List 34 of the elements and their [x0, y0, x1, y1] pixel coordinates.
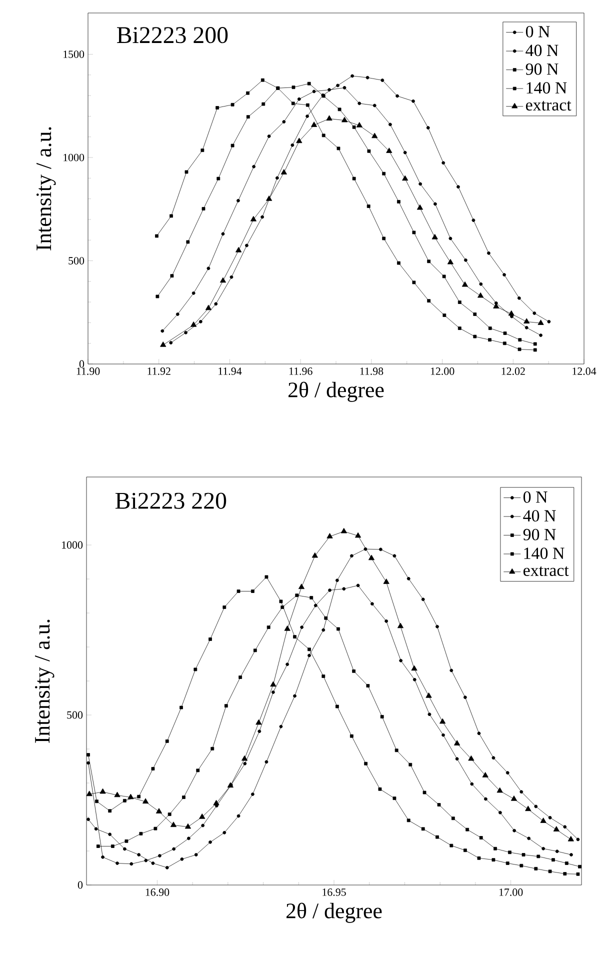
y-tick-label: 500: [67, 711, 83, 719]
legend-label: 90 N: [526, 63, 558, 75]
y-tick-label: 0: [78, 881, 83, 889]
x-tick-label: 11.96: [289, 368, 312, 375]
y-tick-label: 0: [79, 360, 84, 368]
x-tick-label: 11.94: [218, 368, 242, 375]
y-axis-title: Intensity / a.u.: [34, 620, 54, 743]
x-tick-label: 16.95: [322, 888, 346, 896]
y-tick-label: 1000: [62, 541, 83, 549]
legend-label: 40 N: [526, 44, 558, 56]
x-tick-label: 11.90: [76, 368, 100, 375]
chart-title: Bi2223 200: [117, 27, 228, 44]
y-axis-title: Intensity / a.u.: [36, 127, 56, 250]
x-tick-label: 11.92: [148, 368, 170, 375]
legend-label: 140 N: [524, 548, 564, 560]
x-tick-label: 16.90: [146, 888, 170, 896]
legend-label: 0 N: [526, 26, 550, 38]
legend-label: extract: [526, 100, 572, 111]
x-tick-label: 11.98: [360, 368, 384, 375]
legend-label: 90 N: [523, 528, 556, 540]
x-axis-title: 2θ / degree: [286, 902, 382, 923]
legend-label: 0 N: [523, 491, 548, 503]
chart-title: Bi2223 220: [115, 492, 226, 509]
y-tick-label: 1500: [64, 50, 84, 58]
x-tick-label: 17.00: [499, 888, 523, 896]
y-tick-label: 1000: [64, 154, 84, 162]
legend-label: extract: [523, 566, 569, 576]
x-tick-label: 12.04: [572, 368, 596, 375]
x-tick-label: 12.00: [430, 368, 454, 375]
x-axis-title: 2θ / degree: [288, 382, 384, 402]
y-tick-label: 500: [68, 257, 84, 264]
x-tick-label: 12.02: [502, 368, 525, 375]
legend-label: 140 N: [526, 82, 567, 94]
legend-label: 40 N: [523, 510, 556, 522]
